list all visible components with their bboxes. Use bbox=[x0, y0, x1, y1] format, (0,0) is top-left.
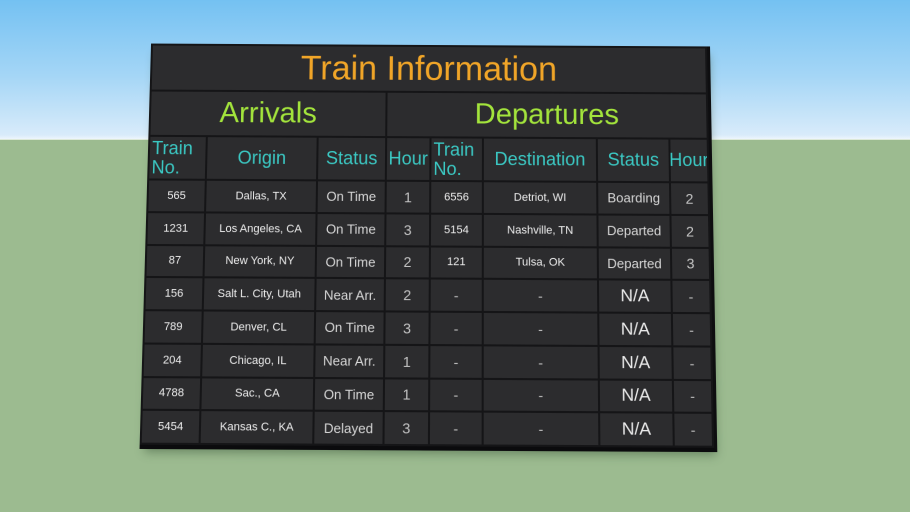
departure-status-cell: Departed bbox=[598, 247, 671, 279]
departure-status-cell: Departed bbox=[598, 215, 670, 247]
departure-hour-cell: 2 bbox=[671, 183, 708, 214]
board-title: Train Information bbox=[151, 45, 706, 93]
arrival-train-no-cell: 1231 bbox=[147, 212, 205, 244]
arrival-train-no-cell: 4788 bbox=[142, 377, 201, 410]
departure-train-no-cell: - bbox=[430, 312, 482, 345]
arrival-train-no-cell: 565 bbox=[148, 180, 205, 212]
departure-status-cell: N/A bbox=[599, 280, 671, 312]
departure-status-cell: N/A bbox=[599, 380, 673, 412]
arrival-status-cell: On Time bbox=[316, 246, 385, 278]
arrival-hour-cell: 3 bbox=[386, 214, 430, 245]
departure-status-cell: N/A bbox=[599, 346, 672, 379]
departures-hour-header: Hour bbox=[670, 139, 708, 182]
departure-hour-cell: - bbox=[673, 347, 711, 379]
departures-status-header: Status bbox=[597, 139, 669, 182]
arrival-status-cell: On Time bbox=[317, 181, 385, 213]
departure-hour-cell: - bbox=[672, 314, 711, 346]
departure-train-no-cell: - bbox=[430, 379, 482, 411]
departure-train-no-cell: 121 bbox=[430, 247, 482, 278]
arrival-train-no-cell: 789 bbox=[144, 311, 202, 343]
departure-destination-cell: - bbox=[483, 379, 599, 412]
arrival-origin-cell: Los Angeles, CA bbox=[205, 213, 316, 245]
arrival-train-no-cell: 156 bbox=[145, 278, 203, 310]
arrival-hour-cell: 3 bbox=[385, 312, 429, 344]
arrival-status-cell: On Time bbox=[317, 213, 385, 245]
arrival-hour-cell: 1 bbox=[386, 181, 430, 213]
arrival-status-cell: Near Arr. bbox=[316, 279, 384, 311]
departure-status-cell: N/A bbox=[600, 413, 673, 446]
arrival-origin-cell: Salt L. City, Utah bbox=[203, 278, 315, 311]
departure-destination-cell: - bbox=[483, 346, 598, 378]
departure-hour-cell: 2 bbox=[671, 215, 709, 247]
arrival-status-cell: Near Arr. bbox=[315, 345, 384, 377]
arrival-origin-cell: Kansas C., KA bbox=[200, 411, 313, 444]
arrival-hour-cell: 2 bbox=[385, 279, 429, 311]
departure-train-no-cell: 6556 bbox=[431, 181, 482, 213]
departure-destination-cell: - bbox=[483, 313, 598, 345]
departure-destination-cell: Tulsa, OK bbox=[483, 247, 597, 279]
arrivals-hour-header: Hour bbox=[386, 138, 430, 180]
departure-train-no-cell: - bbox=[429, 412, 482, 445]
arrivals-origin-header: Origin bbox=[206, 137, 317, 180]
arrival-train-no-cell: 204 bbox=[143, 344, 201, 376]
arrival-hour-cell: 2 bbox=[385, 246, 429, 278]
departure-hour-cell: - bbox=[674, 413, 712, 446]
departure-train-no-cell: - bbox=[430, 279, 482, 311]
arrival-status-cell: On Time bbox=[315, 312, 384, 344]
arrivals-status-header: Status bbox=[318, 137, 386, 180]
arrivals-section-header: Arrivals bbox=[150, 91, 386, 137]
arrival-hour-cell: 1 bbox=[384, 378, 429, 411]
arrival-train-no-cell: 5454 bbox=[141, 411, 200, 443]
arrival-train-no-cell: 87 bbox=[146, 245, 204, 277]
arrival-origin-cell: Denver, CL bbox=[203, 311, 315, 344]
departure-hour-cell: - bbox=[672, 281, 710, 313]
arrivals-train-no-header: Train No. bbox=[149, 136, 206, 179]
departure-destination-cell: - bbox=[483, 280, 598, 312]
departure-train-no-cell: - bbox=[430, 345, 482, 378]
arrival-status-cell: Delayed bbox=[314, 412, 383, 444]
departure-destination-cell: Nashville, TN bbox=[483, 214, 597, 246]
arrival-hour-cell: 1 bbox=[385, 345, 429, 378]
arrival-hour-cell: 3 bbox=[384, 412, 429, 445]
departures-destination-header: Destination bbox=[483, 138, 597, 181]
train-information-board: Train Information Arrivals Departures Tr… bbox=[139, 43, 718, 453]
departures-section-header: Departures bbox=[387, 92, 707, 138]
arrival-status-cell: On Time bbox=[314, 378, 384, 411]
departure-destination-cell: Detriot, WI bbox=[483, 182, 597, 214]
departure-hour-cell: - bbox=[673, 380, 712, 413]
departure-status-cell: N/A bbox=[599, 313, 672, 346]
departure-hour-cell: 3 bbox=[671, 248, 710, 280]
departures-train-no-header: Train No. bbox=[431, 138, 482, 181]
departure-destination-cell: - bbox=[483, 412, 599, 446]
arrival-origin-cell: New York, NY bbox=[204, 245, 316, 278]
arrival-origin-cell: Dallas, TX bbox=[206, 180, 317, 212]
arrival-origin-cell: Sac., CA bbox=[201, 377, 314, 410]
departure-train-no-cell: 5154 bbox=[430, 214, 482, 246]
arrival-origin-cell: Chicago, IL bbox=[202, 344, 314, 377]
departure-status-cell: Boarding bbox=[598, 182, 670, 214]
